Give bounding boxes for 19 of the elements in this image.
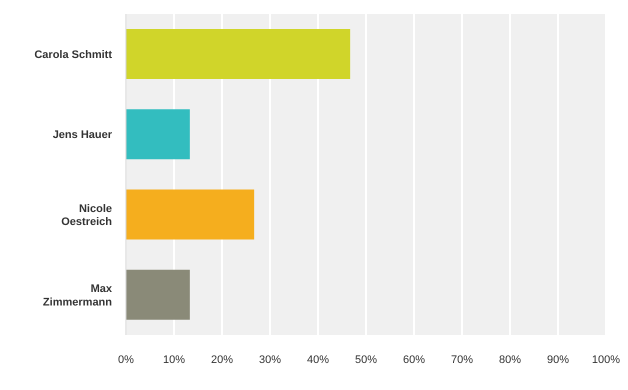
bar: [126, 270, 190, 320]
y-tick-label: Carola Schmitt: [34, 48, 112, 61]
x-tick-label: 10%: [162, 354, 186, 366]
x-tick-label: 30%: [258, 354, 282, 366]
x-tick-label: 100%: [592, 354, 620, 366]
bar: [126, 190, 254, 240]
x-tick-label: 20%: [210, 354, 234, 366]
bar: [126, 109, 190, 160]
y-tick-label: Jens Hauer: [52, 129, 113, 142]
y-tick-label: Max Zimmermann: [42, 283, 113, 308]
y-tick-label: Nicole Oestreich: [61, 202, 112, 228]
x-tick-label: 40%: [306, 354, 330, 366]
x-tick-label: 80%: [498, 354, 522, 366]
x-tick-label: 70%: [450, 354, 474, 366]
x-tick-label: 90%: [546, 354, 570, 366]
bar: [126, 29, 350, 79]
x-tick-label: 60%: [402, 354, 426, 366]
x-tick-label: 0%: [118, 354, 134, 366]
x-tick-label: 50%: [354, 354, 378, 366]
